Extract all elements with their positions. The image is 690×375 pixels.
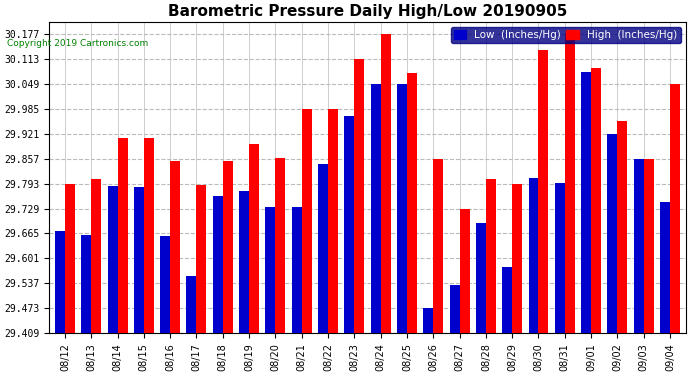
Bar xyxy=(55,231,65,333)
Bar xyxy=(460,209,470,333)
Bar xyxy=(371,84,381,333)
Bar xyxy=(618,122,627,333)
Bar xyxy=(644,159,653,333)
Bar xyxy=(407,73,417,333)
Bar xyxy=(197,185,206,333)
Bar xyxy=(239,190,249,333)
Bar xyxy=(397,84,407,333)
Bar xyxy=(355,59,364,333)
Bar xyxy=(108,186,117,333)
Bar xyxy=(186,276,197,333)
Bar xyxy=(328,109,338,333)
Bar xyxy=(344,116,355,333)
Bar xyxy=(381,34,391,333)
Bar xyxy=(555,183,565,333)
Bar xyxy=(565,34,575,333)
Bar xyxy=(81,235,91,333)
Bar xyxy=(292,207,302,333)
Bar xyxy=(512,184,522,333)
Bar xyxy=(423,308,433,333)
Bar xyxy=(486,179,496,333)
Text: Copyright 2019 Cartronics.com: Copyright 2019 Cartronics.com xyxy=(7,39,148,48)
Bar xyxy=(318,164,328,333)
Bar xyxy=(266,207,275,333)
Bar xyxy=(117,138,128,333)
Bar xyxy=(476,223,486,333)
Bar xyxy=(433,159,443,333)
Bar xyxy=(660,202,670,333)
Bar xyxy=(275,158,286,333)
Bar xyxy=(633,159,644,333)
Bar xyxy=(223,162,233,333)
Bar xyxy=(591,68,601,333)
Bar xyxy=(450,285,460,333)
Bar xyxy=(170,160,180,333)
Title: Barometric Pressure Daily High/Low 20190905: Barometric Pressure Daily High/Low 20190… xyxy=(168,4,567,19)
Bar xyxy=(134,187,144,333)
Bar xyxy=(302,109,312,333)
Bar xyxy=(65,184,75,333)
Bar xyxy=(213,196,223,333)
Bar xyxy=(538,50,549,333)
Bar xyxy=(91,179,101,333)
Bar xyxy=(670,84,680,333)
Bar xyxy=(607,134,618,333)
Bar xyxy=(160,236,170,333)
Bar xyxy=(249,144,259,333)
Bar xyxy=(529,178,538,333)
Bar xyxy=(144,138,154,333)
Bar xyxy=(502,267,512,333)
Bar xyxy=(581,72,591,333)
Legend: Low  (Inches/Hg), High  (Inches/Hg): Low (Inches/Hg), High (Inches/Hg) xyxy=(451,27,680,43)
